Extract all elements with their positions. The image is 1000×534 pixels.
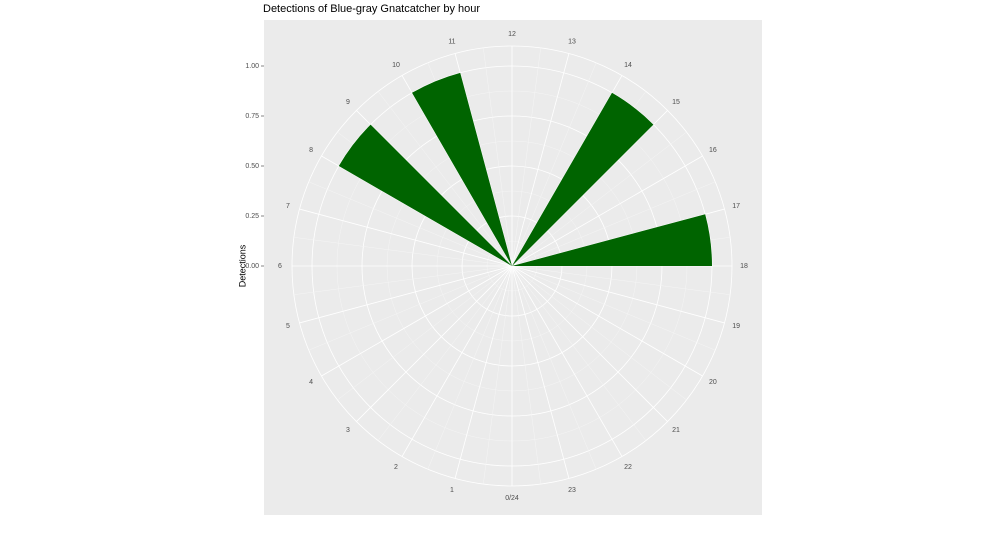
y-tick-label: 0.00 <box>245 263 259 270</box>
x-tick-label: 13 <box>568 39 576 46</box>
minor-grid-line <box>483 265 513 485</box>
x-tick-label: 12 <box>508 31 516 38</box>
minor-grid-line <box>511 265 541 485</box>
x-tick-label: 20 <box>709 379 717 386</box>
x-tick-label: 4 <box>309 379 313 386</box>
minor-grid-line <box>337 265 513 401</box>
x-tick-label: 2 <box>394 464 398 471</box>
bar <box>512 92 654 266</box>
x-tick-label: 9 <box>346 99 350 106</box>
x-tick-label: 11 <box>448 39 455 46</box>
chart-title: Detections of Blue-gray Gnatcatcher by h… <box>263 3 480 15</box>
x-tick-label: 19 <box>732 323 740 330</box>
minor-grid-line <box>377 265 513 441</box>
y-tick-label: 0.75 <box>245 113 259 120</box>
x-tick-label: 17 <box>732 203 740 210</box>
x-tick-label: 23 <box>568 487 576 494</box>
x-tick-label: 15 <box>672 99 680 106</box>
x-tick-label: 18 <box>740 263 748 270</box>
bar <box>338 124 512 266</box>
minor-grid-line <box>511 265 687 401</box>
x-tick-label: 16 <box>709 147 717 154</box>
minor-grid-line <box>511 265 731 295</box>
grid-line <box>511 265 703 377</box>
x-tick-label: 7 <box>286 203 290 210</box>
minor-grid-line <box>511 265 716 351</box>
grid-line <box>511 155 703 267</box>
bar <box>512 214 712 266</box>
grid-line <box>356 265 513 422</box>
minor-grid-line <box>511 265 647 441</box>
minor-grid-line <box>511 62 597 267</box>
x-tick-label: 21 <box>672 427 680 434</box>
y-tick-label: 0.50 <box>245 163 259 170</box>
x-tick-label: 1 <box>450 487 454 494</box>
x-tick-label: 5 <box>286 323 290 330</box>
minor-grid-line <box>511 47 541 267</box>
grid-line <box>401 265 513 457</box>
x-tick-label: 14 <box>624 62 632 69</box>
y-axis-title: Detections <box>237 244 247 287</box>
minor-grid-line <box>377 91 513 267</box>
grid-line <box>299 208 513 267</box>
minor-grid-line <box>511 265 597 470</box>
y-tick-label: 1.00 <box>245 63 259 70</box>
x-tick-label: 6 <box>278 263 282 270</box>
x-tick-label: 3 <box>346 427 350 434</box>
grid-line <box>511 53 570 267</box>
x-tick-label: 10 <box>392 62 400 69</box>
minor-grid-line <box>293 265 513 295</box>
grid-line <box>511 265 570 479</box>
minor-grid-line <box>427 265 513 470</box>
x-tick-label: 8 <box>309 147 313 154</box>
minor-grid-line <box>511 181 716 267</box>
grid-line <box>511 265 668 422</box>
minor-grid-line <box>308 181 513 267</box>
grid-line <box>454 265 513 479</box>
x-tick-label: 0/24 <box>505 495 519 502</box>
minor-grid-line <box>483 47 513 267</box>
x-tick-label: 22 <box>624 464 632 471</box>
minor-grid-line <box>293 237 513 267</box>
grid-line <box>299 265 513 324</box>
y-tick-label: 0.25 <box>245 213 259 220</box>
minor-grid-line <box>308 265 513 351</box>
grid-line <box>321 265 513 377</box>
minor-grid-line <box>511 131 687 267</box>
grid-line <box>511 265 725 324</box>
bar <box>412 72 512 266</box>
grid-line <box>511 265 623 457</box>
